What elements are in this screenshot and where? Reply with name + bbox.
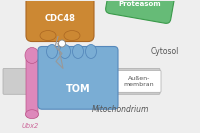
Ellipse shape xyxy=(86,45,96,58)
FancyBboxPatch shape xyxy=(26,0,94,41)
FancyBboxPatch shape xyxy=(38,47,118,109)
Text: Cytosol: Cytosol xyxy=(151,47,179,56)
Ellipse shape xyxy=(72,45,84,58)
FancyBboxPatch shape xyxy=(117,70,161,92)
FancyBboxPatch shape xyxy=(3,68,160,94)
Ellipse shape xyxy=(26,110,38,119)
Ellipse shape xyxy=(25,47,39,63)
Text: Außen-
membran: Außen- membran xyxy=(124,76,154,87)
Text: TOM: TOM xyxy=(66,84,90,94)
Ellipse shape xyxy=(58,40,66,47)
Ellipse shape xyxy=(46,45,58,58)
Ellipse shape xyxy=(40,31,56,41)
Ellipse shape xyxy=(60,45,70,58)
FancyBboxPatch shape xyxy=(26,58,38,117)
Text: CDC48: CDC48 xyxy=(45,14,75,23)
Text: Mitochondrium: Mitochondrium xyxy=(91,105,149,114)
Text: Ubx2: Ubx2 xyxy=(21,123,39,129)
Text: Proteasom: Proteasom xyxy=(119,1,161,7)
Ellipse shape xyxy=(64,31,80,41)
FancyBboxPatch shape xyxy=(106,0,174,23)
